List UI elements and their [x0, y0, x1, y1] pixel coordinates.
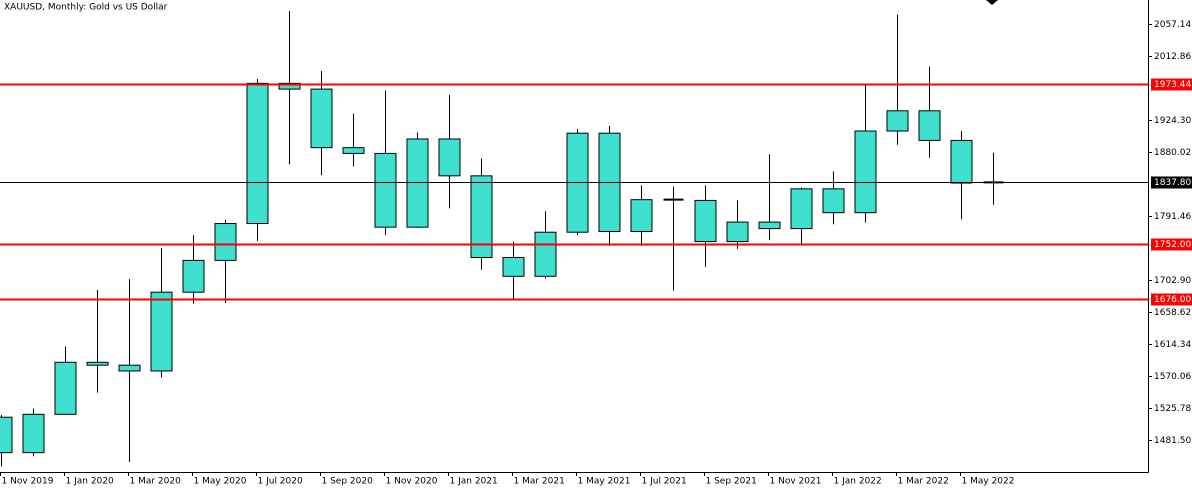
- candle-body: [726, 221, 749, 243]
- candle-body: [0, 416, 13, 454]
- candle-body: [310, 88, 333, 149]
- x-tick-label: 1 Mar 2022: [898, 477, 949, 487]
- y-tick-label: 2057.14: [1154, 20, 1191, 30]
- level-line-label: 1973.44: [1154, 80, 1191, 90]
- candle-body: [854, 130, 877, 214]
- candle-body: [438, 138, 461, 177]
- x-tick-label: 1 Nov 2019: [2, 477, 54, 487]
- y-tick-label: 1702.90: [1154, 276, 1191, 286]
- x-tick-label: 1 May 2020: [194, 477, 247, 487]
- candle-body: [182, 259, 205, 293]
- candle-body: [886, 110, 909, 132]
- candle-body: [86, 361, 109, 366]
- x-tick-label: 1 Jan 2022: [834, 477, 882, 487]
- candle-body: [118, 364, 141, 372]
- candle-body: [502, 257, 525, 277]
- x-tick-label: 1 Sep 2020: [322, 477, 374, 487]
- y-tick-label: 2012.86: [1154, 52, 1191, 62]
- x-tick-label: 1 Jul 2021: [642, 477, 687, 487]
- candle-body: [406, 138, 429, 228]
- level-line-label: 1676.00: [1154, 295, 1191, 305]
- candle-body: [694, 199, 717, 243]
- candle-body: [822, 188, 845, 214]
- level-line-label-bg: [1151, 238, 1192, 251]
- candle-body: [214, 223, 237, 261]
- y-tick-label: 1570.06: [1154, 372, 1191, 382]
- x-tick-label: 1 Mar 2020: [130, 477, 182, 487]
- x-tick-label: 1 Nov 2020: [386, 477, 438, 487]
- y-tick-label: 1481.50: [1154, 436, 1191, 446]
- level-line-label-bg: [1151, 293, 1192, 306]
- y-tick-label: 1924.30: [1154, 116, 1191, 126]
- price-line-label-bg: [1151, 176, 1192, 189]
- y-tick-label: 1525.78: [1154, 404, 1191, 414]
- candle-body: [22, 413, 45, 454]
- candle-body: [54, 361, 77, 415]
- x-tick-label: 1 Jan 2020: [66, 477, 114, 487]
- y-tick-label: 1658.62: [1154, 308, 1191, 318]
- candle-body: [374, 152, 397, 228]
- candle-body: [150, 291, 173, 372]
- chart-title: XAUUSD, Monthly: Gold vs US Dollar: [4, 3, 168, 13]
- candle-body: [630, 199, 653, 232]
- candle-body: [950, 139, 973, 184]
- x-tick-label: 1 Sep 2021: [706, 477, 757, 487]
- price-line-label: 1837.80: [1154, 178, 1191, 188]
- candle-body: [790, 188, 813, 230]
- shift-marker: [986, 0, 998, 5]
- candle-body: [278, 82, 301, 90]
- candle-body: [342, 147, 365, 154]
- x-tick-label: 1 Nov 2021: [770, 477, 822, 487]
- x-tick-label: 1 Jan 2021: [450, 477, 498, 487]
- y-tick-label: 1880.02: [1154, 148, 1191, 158]
- x-tick-label: 1 May 2021: [578, 477, 631, 487]
- candle-body: [534, 231, 557, 277]
- x-tick-label: 1 Jul 2020: [258, 477, 303, 487]
- candle-body: [758, 221, 781, 230]
- level-line-label: 1752.00: [1154, 240, 1191, 250]
- candle-body: [246, 82, 269, 225]
- candle-body: [470, 175, 493, 259]
- y-tick-label: 1791.46: [1154, 212, 1191, 222]
- x-tick-label: 1 Mar 2021: [514, 477, 565, 487]
- y-tick-label: 1614.34: [1154, 340, 1191, 350]
- candle-body: [918, 110, 941, 141]
- level-line-label-bg: [1151, 78, 1192, 91]
- x-tick-label: 1 May 2022: [962, 477, 1015, 487]
